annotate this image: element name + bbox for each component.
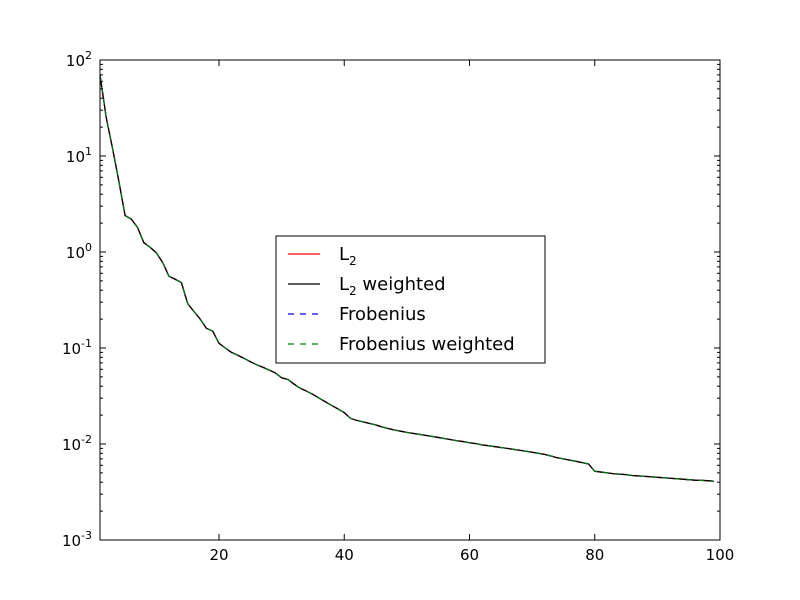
series-line-3: [99, 74, 714, 482]
x-tick-label: 100: [706, 546, 735, 564]
x-tick-label: 40: [335, 546, 354, 564]
y-tick-label: 10-3: [62, 529, 92, 550]
x-tick-label: 80: [585, 546, 604, 564]
legend: L2 L2 weighted Frobenius Frobenius weighted: [275, 235, 546, 364]
x-tick-label: 60: [460, 546, 479, 564]
legend-label: Frobenius weighted: [339, 334, 515, 355]
legend-label: L2: [339, 244, 357, 268]
x-tick-label: 20: [209, 546, 228, 564]
ticks-layer: 20 40 60 80 100 102 101 100 10-1 10-2 10-3: [62, 49, 734, 564]
y-tick-label: 100: [66, 241, 92, 262]
y-tick-label: 10-1: [62, 337, 92, 358]
y-tick-label: 102: [66, 49, 92, 70]
series-layer: [99, 74, 714, 482]
legend-label: L2 weighted: [339, 274, 446, 298]
y-tick-label: 101: [66, 145, 92, 166]
y-tick-label: 10-2: [62, 433, 92, 454]
legend-label: Frobenius: [339, 304, 426, 325]
legend-box: [275, 235, 546, 364]
plot-frame: [99, 59, 721, 541]
